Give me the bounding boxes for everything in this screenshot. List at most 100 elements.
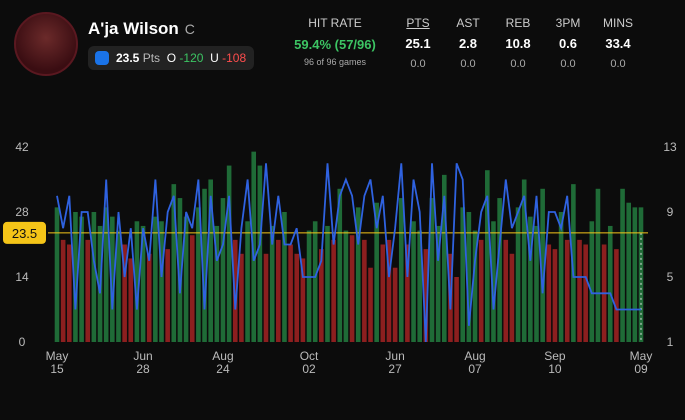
- bar: [196, 207, 201, 342]
- stat-header: MINS: [603, 16, 633, 30]
- bar: [503, 239, 509, 342]
- book-icon: [95, 51, 109, 65]
- bar: [171, 184, 177, 342]
- bar: [134, 221, 140, 342]
- bar: [355, 207, 361, 342]
- bar: [626, 202, 632, 342]
- bar: [435, 225, 441, 342]
- bar: [159, 221, 164, 342]
- player-name-row: A'ja Wilson C: [88, 19, 195, 39]
- bar: [312, 221, 318, 342]
- bar: [589, 221, 595, 342]
- bar: [472, 230, 478, 342]
- bar: [276, 239, 281, 342]
- bar: [614, 249, 619, 342]
- y2-tick-label: 13: [663, 140, 677, 154]
- line-unit: Pts: [142, 51, 161, 65]
- stat-header: REB: [505, 16, 531, 30]
- bar: [331, 239, 336, 342]
- stat-header: 3PM: [555, 16, 581, 30]
- stat-secondary: 0.0: [610, 58, 626, 70]
- bar: [232, 239, 238, 342]
- bar: [257, 165, 263, 342]
- stat-column: REB 10.8 0.0: [493, 16, 543, 70]
- bar: [165, 249, 170, 342]
- y-tick-label: 28: [15, 205, 29, 219]
- threshold-badge: [3, 221, 46, 244]
- bar: [374, 202, 379, 342]
- over-odds: -120: [179, 51, 204, 65]
- bar: [528, 216, 533, 342]
- bar: [460, 207, 466, 342]
- bar: [226, 165, 232, 342]
- bar: [392, 267, 398, 342]
- hit-rate-value: 59.4% (57/96): [294, 37, 376, 52]
- stat-average: 10.8: [505, 36, 531, 51]
- line-series: [56, 162, 641, 343]
- bar: [239, 253, 244, 342]
- bar: [595, 188, 601, 342]
- x-tick-label: May 09: [630, 349, 653, 376]
- x-tick-label: Jun 27: [385, 349, 404, 376]
- bar: [183, 216, 189, 342]
- bar: [60, 239, 66, 342]
- bar: [245, 221, 250, 342]
- bar: [466, 212, 472, 342]
- bar: [282, 212, 287, 342]
- bar: [521, 179, 527, 342]
- bar: [208, 179, 213, 342]
- stat-secondary: 0.0: [510, 58, 526, 70]
- bar: [300, 258, 306, 342]
- hit-rate-label: HIT RATE: [308, 16, 362, 30]
- bar: [571, 184, 576, 342]
- games: 96 of 96 games: [303, 57, 367, 67]
- bar: [66, 244, 72, 342]
- y2-tick-label: 9: [667, 205, 674, 219]
- bar: [269, 225, 275, 342]
- line-badge[interactable]: 23.5 Pts O -120 U -108: [88, 46, 255, 70]
- stat-average: 25.1: [405, 36, 431, 51]
- bar: [497, 198, 502, 342]
- bar: [85, 239, 91, 342]
- line-value: 23.5: [116, 51, 140, 65]
- bar: [368, 267, 373, 342]
- bar: [103, 207, 109, 342]
- bar: [534, 225, 539, 342]
- bar: [386, 239, 392, 342]
- bar: [491, 221, 496, 342]
- stat-header: PTS: [406, 16, 430, 30]
- x-tick-label: Jun 28: [133, 349, 152, 376]
- player-avatar: [14, 12, 78, 76]
- bar: [620, 188, 625, 342]
- over-label: O: [166, 51, 177, 65]
- stat-column: 3PM 0.6 0.0: [543, 16, 593, 70]
- bar: [607, 225, 613, 342]
- bar: [558, 212, 564, 342]
- bar: [288, 244, 293, 342]
- bar: [564, 239, 570, 342]
- bar: [263, 253, 269, 342]
- y2-tick-label: 1: [667, 335, 674, 349]
- bar: [405, 244, 410, 342]
- bar: [343, 230, 349, 342]
- stat-column: AST 2.8 0.0: [443, 16, 493, 70]
- stat-average: 33.4: [605, 36, 631, 51]
- bar: [583, 244, 588, 342]
- stat-column: PTS 25.1 0.0: [393, 16, 443, 70]
- bar: [251, 151, 257, 342]
- bar: [153, 216, 158, 342]
- stat-average: 0.6: [558, 36, 578, 51]
- y2-tick-label: 5: [667, 270, 674, 284]
- bar: [380, 244, 386, 342]
- x-tick-label: Oct 02: [300, 349, 319, 376]
- bar: [54, 207, 60, 342]
- threshold-label: 23.5: [12, 226, 37, 241]
- bar: [73, 212, 78, 342]
- bar: [128, 258, 134, 342]
- bar: [122, 244, 127, 342]
- x-tick-label: Sep 10: [544, 349, 566, 376]
- bar: [349, 235, 355, 342]
- stat-secondary: 0.0: [460, 58, 476, 70]
- bar: [441, 174, 447, 342]
